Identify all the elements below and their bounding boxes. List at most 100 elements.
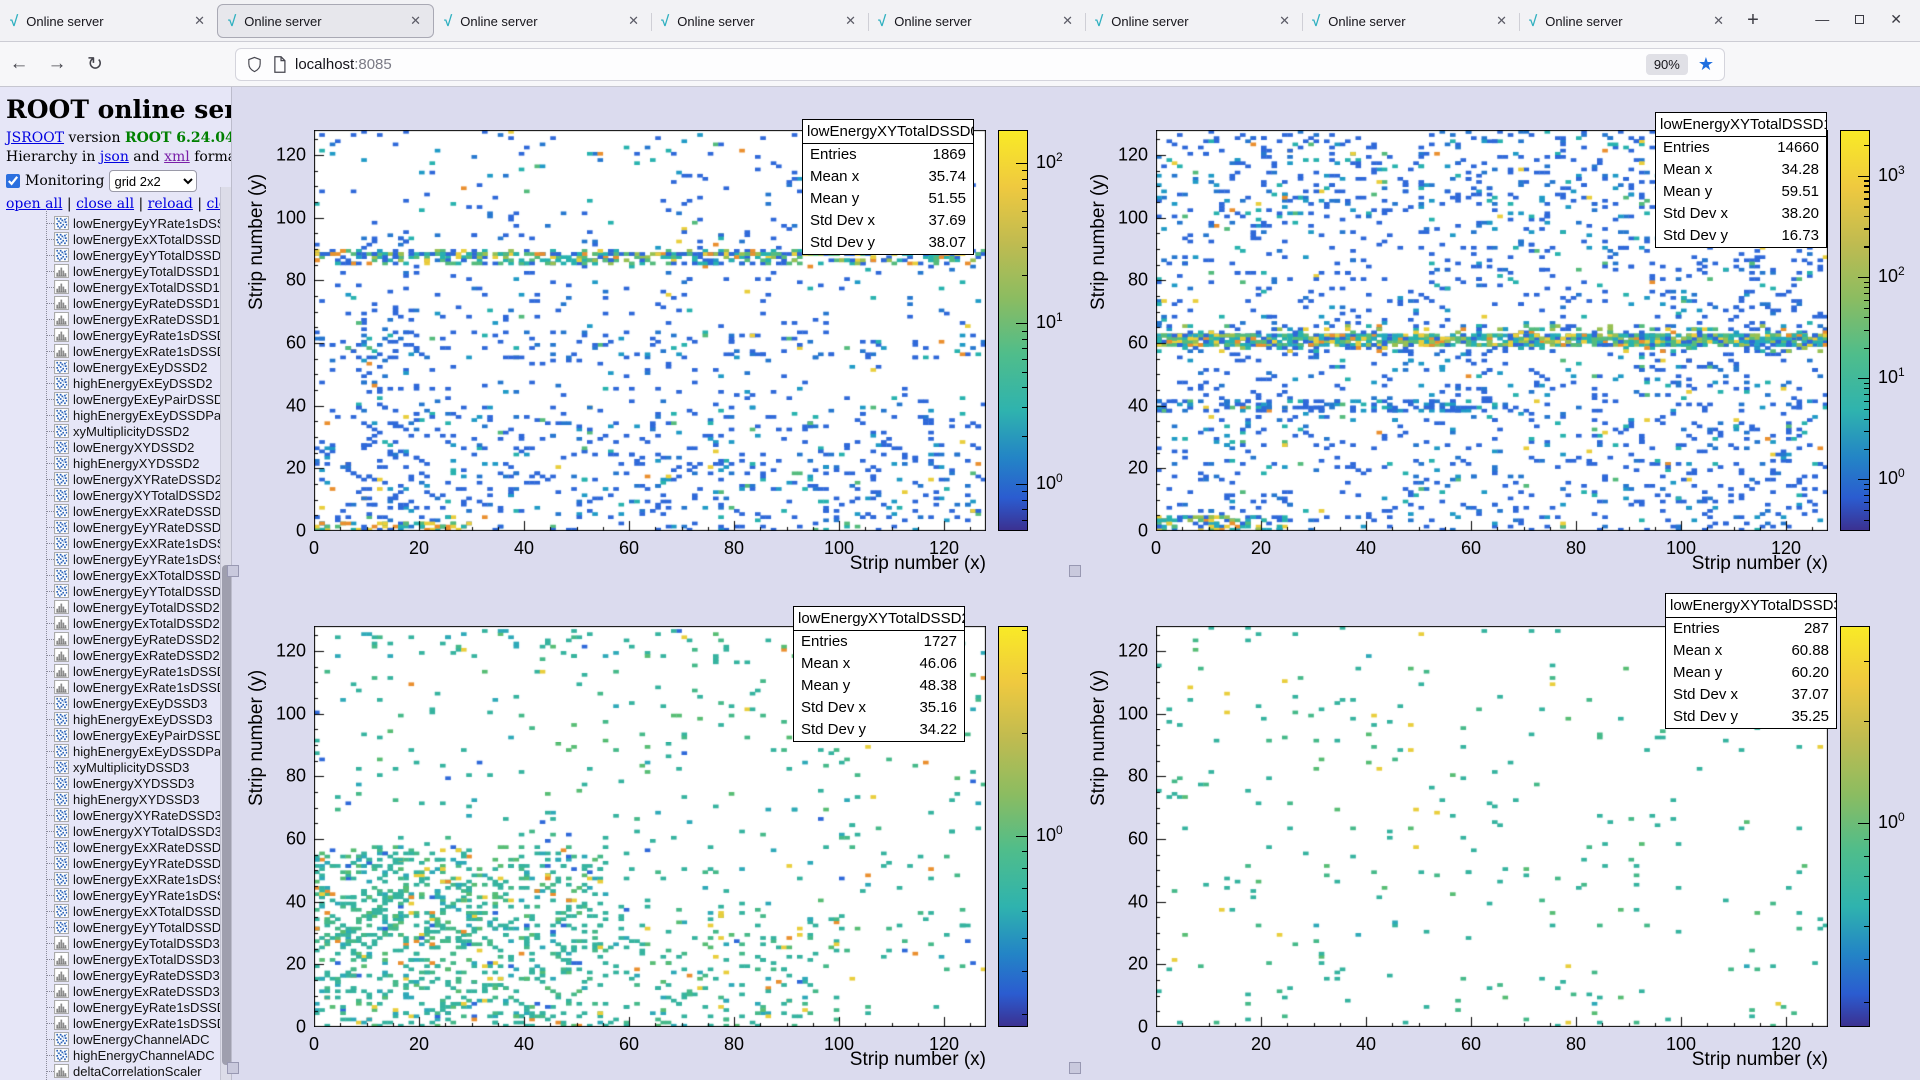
tree-item[interactable]: highEnergyExEyDSSDPair3 — [0, 743, 231, 759]
tree-item[interactable]: lowEnergyXYDSSD3 — [0, 775, 231, 791]
window-minimize-button[interactable]: — — [1815, 11, 1829, 27]
tree-item[interactable]: deltaCorrelationScaler — [0, 1063, 231, 1079]
tree-item[interactable]: lowEnergyExRate1sDSSD2 — [0, 679, 231, 695]
tab-close-icon[interactable]: ✕ — [1060, 13, 1075, 29]
tree-item[interactable]: highEnergyXYDSSD3 — [0, 791, 231, 807]
tree-item[interactable]: lowEnergyExXTotalDSSD2 — [0, 567, 231, 583]
reload-button[interactable]: ↻ — [76, 53, 114, 76]
tree-item[interactable]: lowEnergyExXTotalDSSD3 — [0, 903, 231, 919]
browser-tab[interactable]: √ Online server ✕ — [0, 4, 217, 38]
new-tab-button[interactable]: + — [1736, 0, 1770, 41]
tree-item[interactable]: lowEnergyExXRate1sDSSD3 — [0, 871, 231, 887]
tree-item[interactable]: lowEnergyExXRate1sDSSD2 — [0, 535, 231, 551]
tree-item[interactable]: lowEnergyExTotalDSSD3 — [0, 951, 231, 967]
tree-item[interactable]: lowEnergyEyRateDSSD1 — [0, 295, 231, 311]
tree-item[interactable]: lowEnergyExTotalDSSD2 — [0, 615, 231, 631]
tree-item[interactable]: lowEnergyExRate1sDSSD1 — [0, 343, 231, 359]
tree-item[interactable]: lowEnergyEyRate1sDSSD1 — [0, 327, 231, 343]
back-button[interactable]: ← — [0, 53, 38, 75]
tree-item[interactable]: lowEnergyExTotalDSSD1 — [0, 279, 231, 295]
tab-close-icon[interactable]: ✕ — [192, 13, 207, 29]
tree-item[interactable]: highEnergyChannelADC — [0, 1047, 231, 1063]
tree-item[interactable]: lowEnergyEyYRateDSSD2 — [0, 519, 231, 535]
browser-tab[interactable]: √ Online server ✕ — [1085, 4, 1302, 38]
jsroot-link[interactable]: JSROOT — [6, 130, 64, 146]
tree-item[interactable]: xyMultiplicityDSSD2 — [0, 423, 231, 439]
tree-item[interactable]: lowEnergyXYTotalDSSD2 — [0, 487, 231, 503]
browser-tab[interactable]: √ Online server ✕ — [434, 4, 651, 38]
tree-item[interactable]: lowEnergyEyYTotalDSSD3 — [0, 919, 231, 935]
tab-close-icon[interactable]: ✕ — [1277, 13, 1292, 29]
tree-item[interactable]: lowEnergyExRateDSSD2 — [0, 647, 231, 663]
tab-close-icon[interactable]: ✕ — [843, 13, 858, 29]
sidebar-scrollbar[interactable] — [220, 187, 231, 1080]
tab-close-icon[interactable]: ✕ — [1711, 13, 1726, 29]
tree-item[interactable]: lowEnergyChannelADC — [0, 1031, 231, 1047]
tree-item[interactable]: highEnergyXYDSSD2 — [0, 455, 231, 471]
colorbar[interactable] — [1840, 130, 1870, 531]
json-link[interactable]: json — [100, 149, 129, 165]
tree-item[interactable]: lowEnergyExEyPairDSSD3 — [0, 727, 231, 743]
grid-separator-handle[interactable] — [227, 1062, 239, 1074]
colorbar[interactable] — [998, 626, 1028, 1027]
tree-item[interactable]: lowEnergyEyYRate1sDSSD1 — [0, 215, 231, 231]
tree-item[interactable]: lowEnergyEyTotalDSSD3 — [0, 935, 231, 951]
tree-item[interactable]: lowEnergyExRateDSSD1 — [0, 311, 231, 327]
stat-box[interactable]: lowEnergyXYTotalDSSD1 Entries14660Mean x… — [1655, 112, 1827, 248]
tree-item[interactable]: xyMultiplicityDSSD3 — [0, 759, 231, 775]
tree-item[interactable]: lowEnergyEyYRate1sDSSD2 — [0, 551, 231, 567]
tree-item[interactable]: lowEnergyExXTotalDSSD1 — [0, 231, 231, 247]
browser-tab[interactable]: √ Online server ✕ — [651, 4, 868, 38]
forward-button[interactable]: → — [38, 53, 76, 75]
bookmark-star-icon[interactable]: ★ — [1698, 54, 1714, 75]
grid-separator-handle[interactable] — [227, 565, 239, 577]
page-info-icon[interactable] — [272, 56, 287, 73]
shield-icon[interactable] — [246, 56, 263, 73]
grid-layout-select[interactable]: grid 2x2 — [109, 170, 197, 192]
tree-item[interactable]: lowEnergyExXRateDSSD3 — [0, 839, 231, 855]
tree-item[interactable]: lowEnergyExXRateDSSD2 — [0, 503, 231, 519]
tree-item[interactable]: lowEnergyXYTotalDSSD3 — [0, 823, 231, 839]
grid-separator-handle[interactable] — [1069, 1062, 1081, 1074]
browser-tab[interactable]: √ Online server ✕ — [217, 4, 434, 38]
tree-item[interactable]: lowEnergyEyRateDSSD3 — [0, 967, 231, 983]
tree-item[interactable]: lowEnergyXYRateDSSD2 — [0, 471, 231, 487]
action-link-open-all[interactable]: open all — [6, 196, 62, 212]
tree-item[interactable]: lowEnergyEyYRateDSSD3 — [0, 855, 231, 871]
tree-item[interactable]: lowEnergyEyRateDSSD2 — [0, 631, 231, 647]
tree-item[interactable]: lowEnergyEyYTotalDSSD2 — [0, 583, 231, 599]
monitoring-checkbox[interactable] — [6, 174, 20, 188]
tree-item[interactable]: highEnergyExEyDSSDPair2 — [0, 407, 231, 423]
tree-item[interactable]: lowEnergyXYRateDSSD3 — [0, 807, 231, 823]
stat-box[interactable]: lowEnergyXYTotalDSSD3 Entries287Mean x60… — [1665, 593, 1837, 729]
action-link-close-all[interactable]: close all — [76, 196, 134, 212]
tab-close-icon[interactable]: ✕ — [626, 13, 641, 29]
tree-item[interactable]: lowEnergyExRateDSSD3 — [0, 983, 231, 999]
window-close-button[interactable]: ✕ — [1890, 11, 1902, 28]
stat-box[interactable]: lowEnergyXYTotalDSSD2 Entries1727Mean x4… — [793, 606, 965, 742]
tree-item[interactable]: lowEnergyExEyPairDSSD2 — [0, 391, 231, 407]
browser-tab[interactable]: √ Online server ✕ — [868, 4, 1085, 38]
tree-item[interactable]: lowEnergyEyRate1sDSSD3 — [0, 999, 231, 1015]
tree-item[interactable]: lowEnergyExRate1sDSSD3 — [0, 1015, 231, 1031]
stat-box[interactable]: lowEnergyXYTotalDSSD0 Entries1869Mean x3… — [802, 119, 974, 255]
tree-item[interactable]: lowEnergyEyRate1sDSSD2 — [0, 663, 231, 679]
url-text[interactable]: localhost:8085 — [295, 56, 1646, 73]
tree-item[interactable]: lowEnergyEyYRate1sDSSD3 — [0, 887, 231, 903]
action-link-reload[interactable]: reload — [148, 196, 193, 212]
tree-item[interactable]: lowEnergyEyTotalDSSD2 — [0, 599, 231, 615]
tab-close-icon[interactable]: ✕ — [1494, 13, 1509, 29]
tree-item[interactable]: lowEnergyXYDSSD2 — [0, 439, 231, 455]
browser-tab[interactable]: √ Online server ✕ — [1519, 4, 1736, 38]
url-bar[interactable]: localhost:8085 90% ★ — [235, 48, 1725, 81]
tree-item[interactable]: highEnergyExEyDSSD3 — [0, 711, 231, 727]
tab-close-icon[interactable]: ✕ — [408, 13, 423, 29]
tree-item[interactable]: lowEnergyExEyDSSD3 — [0, 695, 231, 711]
colorbar[interactable] — [998, 130, 1028, 531]
tree-item[interactable]: highEnergyExEyDSSD2 — [0, 375, 231, 391]
window-restore-button[interactable] — [1855, 15, 1864, 24]
tree-item[interactable]: lowEnergyEyYTotalDSSD1 — [0, 247, 231, 263]
zoom-level-badge[interactable]: 90% — [1646, 54, 1688, 75]
xml-link[interactable]: xml — [164, 149, 190, 165]
colorbar[interactable] — [1840, 626, 1870, 1027]
